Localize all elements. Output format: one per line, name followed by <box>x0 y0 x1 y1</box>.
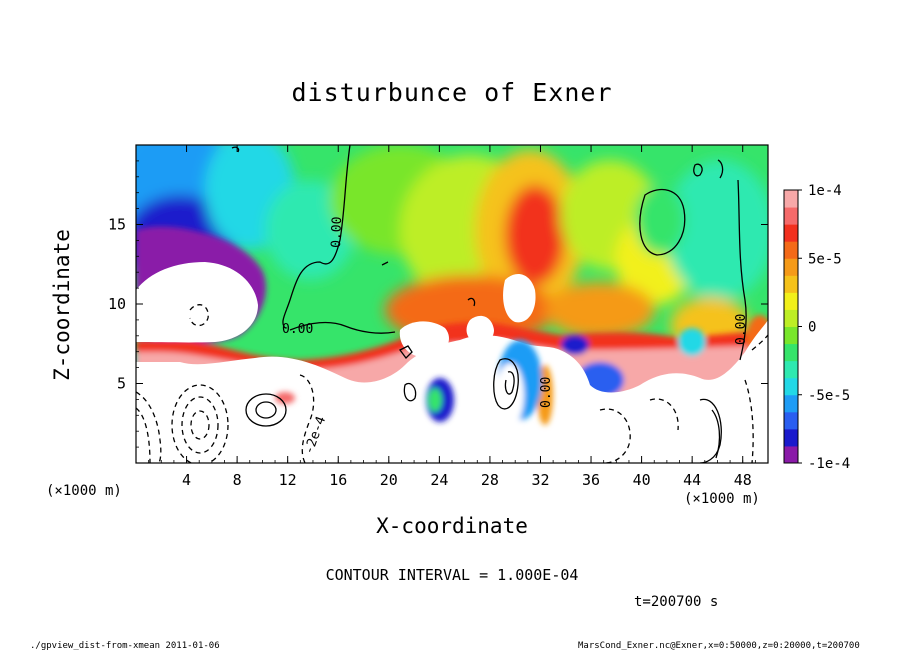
colorbar-swatch <box>784 258 798 276</box>
y-axis-label: Z-coordinate <box>50 229 74 381</box>
colorbar-swatch <box>784 241 798 259</box>
contour-label: 0.00 <box>282 322 313 337</box>
colorbar-tick-label: -1e-4 <box>808 456 850 472</box>
y-axis: 5 10 15 <box>108 144 768 464</box>
footer-left-text: ./gpview_dist-from-xmean 2011-01-06 <box>30 641 220 651</box>
colorbar-swatch <box>784 207 798 225</box>
colorbar-tick-label: -5e-5 <box>808 388 850 404</box>
colorbar-swatch <box>784 224 798 242</box>
x-tick-label: 12 <box>279 471 297 489</box>
colorbar-swatch <box>784 360 798 379</box>
x-axis-label: X-coordinate <box>376 514 528 538</box>
y-tick-label: 15 <box>108 216 126 234</box>
x-tick-label: 40 <box>633 471 651 489</box>
colorbar: 1e-4 5e-5 0 -5e-5 -1e-4 <box>783 183 850 472</box>
colorbar-swatch <box>784 190 798 208</box>
x-tick-label: 48 <box>734 471 752 489</box>
x-tick-label: 4 <box>182 471 191 489</box>
contour-lines <box>136 145 768 463</box>
heatmap-field <box>136 145 768 463</box>
x-tick-label: 24 <box>430 471 448 489</box>
footer-right-text: MarsCond_Exner.nc@Exner,x=0:50000,z=0:20… <box>578 641 860 651</box>
x-axis: 4 8 12 16 20 24 28 32 36 40 44 48 <box>135 145 769 489</box>
colorbar-swatch <box>784 275 798 293</box>
colorbar-tick-label: 5e-5 <box>808 251 842 267</box>
colorbar-swatch <box>784 343 798 362</box>
colorbar-swatch <box>784 292 798 310</box>
x-tick-label: 28 <box>481 471 499 489</box>
colorbar-swatch <box>784 445 798 464</box>
colorbar-swatch <box>784 309 798 327</box>
x-tick-label: 32 <box>531 471 549 489</box>
x-tick-label: 20 <box>380 471 398 489</box>
x-unit-label-right: (×1000 m) <box>684 491 760 507</box>
contour-interval-text: CONTOUR INTERVAL = 1.000E-04 <box>325 566 579 584</box>
y-tick-label: 10 <box>108 295 126 313</box>
x-unit-label-left: (×1000 m) <box>46 483 122 499</box>
y-tick-label: 5 <box>117 375 126 393</box>
contour-label: 0.00 <box>734 314 749 345</box>
chart-title: disturbunce of Exner <box>291 78 613 107</box>
x-tick-label: 16 <box>329 471 347 489</box>
time-stamp: t=200700 s <box>634 594 719 610</box>
colorbar-tick-label: 0 <box>808 320 816 336</box>
contour-label: 0.00 <box>329 216 345 248</box>
x-tick-label: 36 <box>582 471 600 489</box>
colorbar-tick-label: 1e-4 <box>808 183 842 199</box>
colorbar-swatch <box>784 394 798 413</box>
colorbar-swatch <box>784 411 798 430</box>
contour-label: 0.00 <box>539 377 554 408</box>
x-tick-label: 8 <box>233 471 242 489</box>
colorbar-swatch <box>784 428 798 447</box>
colorbar-swatch <box>784 326 798 345</box>
colorbar-swatch <box>784 377 798 396</box>
x-tick-label: 44 <box>683 471 701 489</box>
